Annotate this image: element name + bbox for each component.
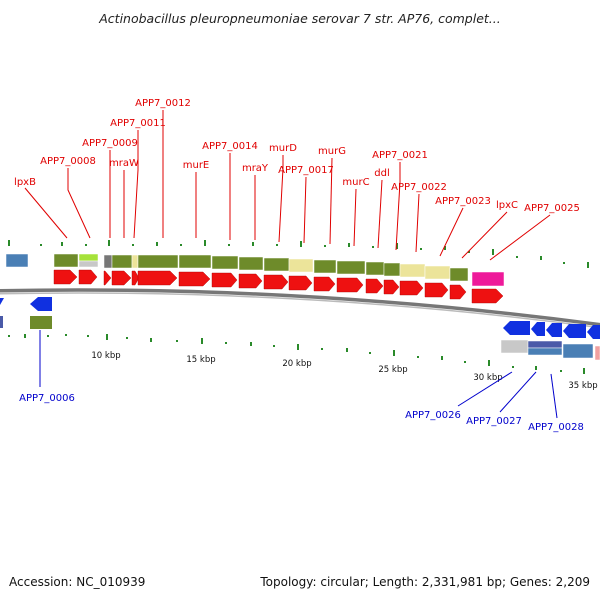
- cds-arrow[interactable]: [313, 276, 336, 292]
- feature-track-lower-right: [500, 339, 600, 361]
- accession-text: Accession: NC_010939: [9, 575, 145, 589]
- scale-label-10kbp: 10 kbp: [91, 351, 120, 361]
- feature-block[interactable]: [500, 339, 529, 354]
- gene-label-app7-0025[interactable]: APP7_0025: [524, 203, 580, 214]
- cds-arrow[interactable]: [365, 278, 384, 294]
- map-title: Actinobacillus pleuropneumoniae serovar …: [98, 11, 500, 26]
- cds-arrow[interactable]: [238, 273, 263, 289]
- feature-block[interactable]: [131, 254, 139, 269]
- cds-arrow[interactable]: [383, 279, 400, 295]
- feature-block[interactable]: [562, 343, 594, 359]
- cds-arrow[interactable]: [137, 270, 178, 286]
- gene-label-app7-0009[interactable]: APP7_0009: [82, 138, 138, 149]
- gene-label-murg[interactable]: murG: [318, 146, 346, 157]
- leader-lines-bottom: [39, 330, 558, 419]
- gene-label-lpxc[interactable]: lpxC: [496, 200, 518, 211]
- ruler-backbone: [0, 288, 600, 327]
- feature-block[interactable]: [137, 254, 179, 269]
- feature-block[interactable]: [449, 267, 469, 282]
- cds-track-reverse-right: [503, 321, 600, 339]
- upper-ticks: [8, 240, 589, 268]
- gene-label-app7-0028[interactable]: APP7_0028: [528, 422, 584, 433]
- feature-block[interactable]: [0, 316, 3, 328]
- gene-label-app7-0012[interactable]: APP7_0012: [135, 98, 191, 109]
- cds-arrow[interactable]: [336, 277, 364, 293]
- gene-label-app7-0017[interactable]: APP7_0017: [278, 165, 334, 176]
- feature-block[interactable]: [103, 254, 113, 269]
- cds-arrow[interactable]: [103, 270, 112, 286]
- cds-arrow[interactable]: [131, 270, 140, 286]
- leader-lines-top: [24, 110, 551, 261]
- cds-arrow[interactable]: [78, 269, 98, 285]
- gene-label-app7-0022[interactable]: APP7_0022: [391, 182, 447, 193]
- feature-block[interactable]: [238, 256, 264, 271]
- gene-label-app7-0006[interactable]: APP7_0006: [19, 393, 75, 404]
- gene-label-app7-0027[interactable]: APP7_0027: [466, 416, 522, 427]
- feature-block[interactable]: [263, 257, 290, 272]
- cds-track-reverse: [0, 297, 52, 329]
- gene-label-mraw[interactable]: mraW: [109, 158, 139, 169]
- topology-stats: Topology: circular; Length: 2,331,981 bp…: [259, 575, 590, 589]
- gene-label-app7-0008[interactable]: APP7_0008: [40, 156, 96, 167]
- feature-block[interactable]: [527, 340, 563, 349]
- feature-block[interactable]: [5, 253, 29, 268]
- feature-block[interactable]: [30, 316, 52, 329]
- cds-arrow[interactable]: [449, 284, 467, 300]
- gene-label-ddl[interactable]: ddl: [374, 168, 389, 179]
- gene-label-mure[interactable]: murE: [183, 160, 210, 171]
- cds-arrow-reverse[interactable]: [0, 298, 4, 305]
- gene-label-murd[interactable]: murD: [269, 143, 297, 154]
- lower-ticks: [8, 334, 585, 374]
- gene-label-app7-0014[interactable]: APP7_0014: [202, 141, 258, 152]
- gene-label-murc[interactable]: murC: [342, 177, 369, 188]
- feature-block[interactable]: [178, 254, 212, 269]
- feature-block[interactable]: [336, 260, 366, 275]
- gene-label-app7-0026[interactable]: APP7_0026: [405, 410, 461, 421]
- cds-arrow-reverse[interactable]: [587, 325, 600, 339]
- feature-block[interactable]: [471, 271, 505, 287]
- cds-arrow[interactable]: [471, 288, 504, 304]
- scale-label-15kbp: 15 kbp: [186, 355, 215, 365]
- scale-label-20kbp: 20 kbp: [282, 359, 311, 369]
- cds-arrow-reverse[interactable]: [563, 324, 586, 338]
- cds-arrow[interactable]: [53, 269, 78, 285]
- cds-arrow[interactable]: [111, 270, 132, 286]
- cds-arrow-reverse[interactable]: [531, 322, 545, 336]
- feature-block[interactable]: [383, 262, 401, 277]
- gene-label-app7-0011[interactable]: APP7_0011: [110, 118, 166, 129]
- gene-label-app7-0021[interactable]: APP7_0021: [372, 150, 428, 161]
- cds-arrow-reverse[interactable]: [546, 323, 562, 337]
- feature-block[interactable]: [424, 265, 451, 280]
- cds-arrow[interactable]: [263, 274, 289, 290]
- cds-arrow[interactable]: [178, 271, 211, 287]
- feature-block[interactable]: [365, 261, 385, 276]
- scale-label-25kbp: 25 kbp: [378, 365, 407, 375]
- feature-block[interactable]: [594, 345, 600, 361]
- cds-arrow[interactable]: [399, 280, 424, 296]
- gene-label-app7-0023[interactable]: APP7_0023: [435, 196, 491, 207]
- cds-arrow[interactable]: [211, 272, 238, 288]
- gene-label-mray[interactable]: mraY: [242, 163, 269, 174]
- ruler-backbone-shadow: [0, 292, 600, 329]
- feature-block[interactable]: [527, 347, 563, 356]
- feature-block[interactable]: [313, 259, 337, 274]
- feature-block[interactable]: [78, 260, 99, 268]
- scale-label-30kbp: 30 kbp: [473, 373, 502, 383]
- feature-block[interactable]: [78, 253, 99, 262]
- cds-arrow[interactable]: [288, 275, 313, 291]
- feature-block[interactable]: [211, 255, 239, 270]
- feature-block[interactable]: [399, 263, 426, 278]
- cds-arrow-reverse[interactable]: [503, 321, 530, 335]
- feature-track-upper: [5, 253, 505, 287]
- cds-arrow-reverse[interactable]: [30, 297, 52, 311]
- scale-label-35kbp: 35 kbp: [568, 381, 597, 391]
- cds-arrow[interactable]: [424, 282, 449, 298]
- feature-block[interactable]: [288, 258, 314, 273]
- cds-track-forward: [53, 269, 504, 304]
- gene-label-lpxb[interactable]: lpxB: [14, 177, 36, 188]
- feature-block[interactable]: [111, 254, 133, 269]
- feature-block[interactable]: [53, 253, 79, 268]
